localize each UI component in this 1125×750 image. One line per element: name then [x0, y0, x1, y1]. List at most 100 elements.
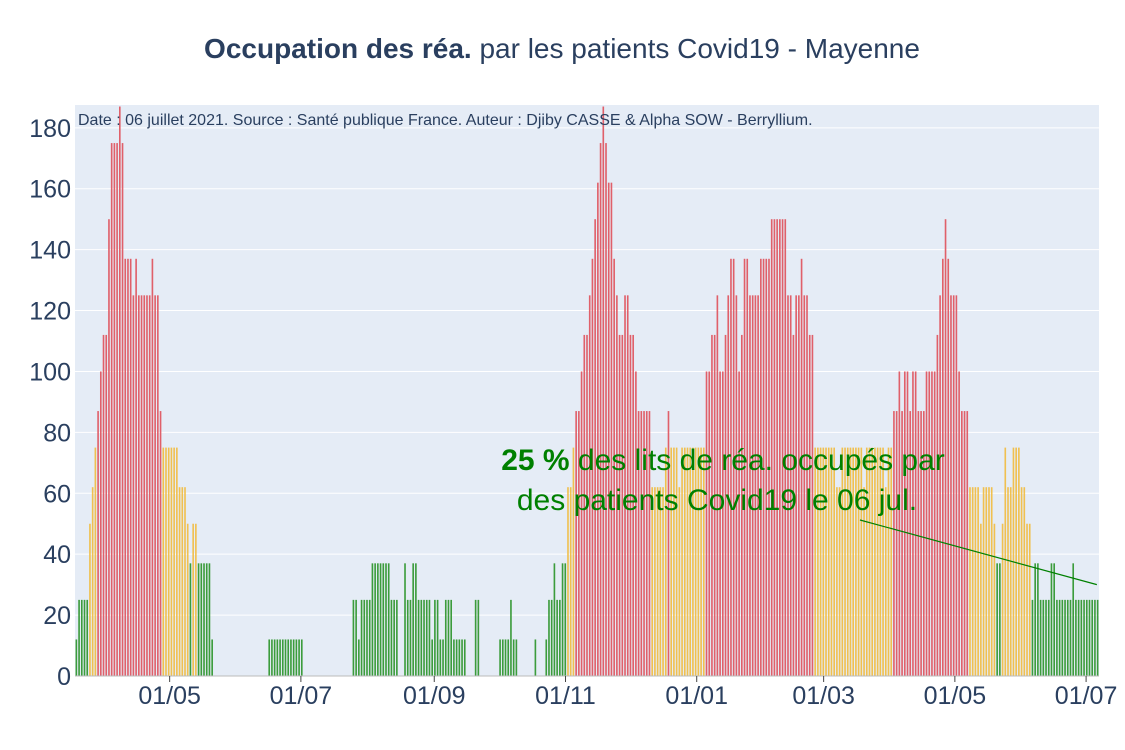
bar [825, 447, 827, 676]
bar [512, 639, 515, 676]
bar [860, 447, 863, 676]
x-tick-label: 01/07 [270, 682, 333, 710]
bar [1058, 599, 1061, 676]
bar [895, 411, 898, 676]
bar [561, 563, 564, 676]
bar [1031, 599, 1034, 676]
bar [404, 563, 406, 676]
bar [985, 487, 988, 676]
bar [624, 295, 626, 676]
bar [154, 295, 156, 676]
bar [300, 639, 303, 676]
bar [711, 334, 713, 676]
bar [721, 371, 724, 676]
bar [800, 258, 803, 676]
bar [501, 639, 504, 676]
x-tick-label: 01/07 [1055, 682, 1118, 710]
x-tick-label: 01/11 [535, 682, 596, 710]
bar [151, 258, 154, 676]
y-tick-label: 120 [29, 298, 71, 326]
bar [602, 106, 605, 677]
bar [586, 334, 588, 676]
bar [876, 447, 879, 676]
bar [504, 639, 507, 676]
bar [939, 295, 941, 676]
bar [928, 371, 931, 676]
bar [849, 447, 852, 676]
bar [1056, 599, 1058, 676]
bar [770, 219, 773, 676]
bar [1064, 599, 1066, 676]
bar [1077, 599, 1080, 676]
bar [952, 295, 955, 676]
bar [751, 295, 754, 676]
bar [119, 106, 121, 677]
bar [165, 447, 167, 676]
bar [415, 563, 417, 676]
bar [640, 411, 643, 676]
bar [121, 143, 124, 677]
bar [298, 639, 300, 676]
x-tick-label: 01/09 [403, 682, 466, 710]
bar [1023, 487, 1026, 676]
bar [971, 487, 974, 676]
bar [271, 639, 273, 676]
bar [575, 411, 577, 676]
bar [667, 411, 670, 676]
y-tick-label: 20 [43, 602, 71, 630]
bar [613, 258, 615, 676]
bar [143, 295, 146, 676]
bar [830, 447, 833, 676]
bar [138, 295, 140, 676]
source-note: Date : 06 juillet 2021. Source : Santé p… [78, 112, 813, 129]
bar [1034, 563, 1036, 676]
bar [420, 599, 423, 676]
bar [463, 639, 466, 676]
chart-title-rest: par les patients Covid19 - Mayenne [472, 33, 920, 64]
bar [933, 371, 936, 676]
bar [931, 371, 933, 676]
bar [548, 599, 550, 676]
x-tick-label: 01/01 [665, 682, 728, 710]
bar [963, 411, 966, 676]
bar [996, 563, 998, 676]
bar [208, 563, 211, 676]
bar [643, 411, 645, 676]
x-tick-label: 01/05 [924, 682, 987, 710]
bar [914, 371, 917, 676]
bar [510, 599, 512, 676]
bar [591, 258, 594, 676]
bar [94, 447, 97, 676]
bar [1072, 563, 1075, 676]
bar [281, 639, 284, 676]
bar [689, 447, 692, 676]
bar [167, 447, 170, 676]
y-tick-label: 160 [29, 176, 71, 204]
annotation-line-1: 25 % des lits de réa. occupés par [501, 444, 945, 477]
bar [447, 599, 450, 676]
bar [162, 447, 165, 676]
bar [852, 447, 855, 676]
bar [594, 219, 596, 676]
bar [912, 371, 914, 676]
bar [1096, 599, 1099, 676]
x-tick-label: 01/05 [138, 682, 201, 710]
bar [863, 487, 865, 676]
bar [632, 334, 634, 676]
bar [431, 639, 433, 676]
bar [385, 563, 387, 676]
bar [127, 258, 129, 676]
bar [817, 447, 819, 676]
bar [352, 599, 355, 676]
bar [621, 334, 624, 676]
bar [808, 334, 811, 676]
bar [1047, 599, 1050, 676]
bar [91, 487, 94, 676]
bar [1009, 487, 1012, 676]
bar [102, 334, 105, 676]
annotation-arrow [859, 519, 1098, 586]
bar [417, 599, 420, 676]
bar [569, 487, 572, 676]
bar [205, 563, 208, 676]
